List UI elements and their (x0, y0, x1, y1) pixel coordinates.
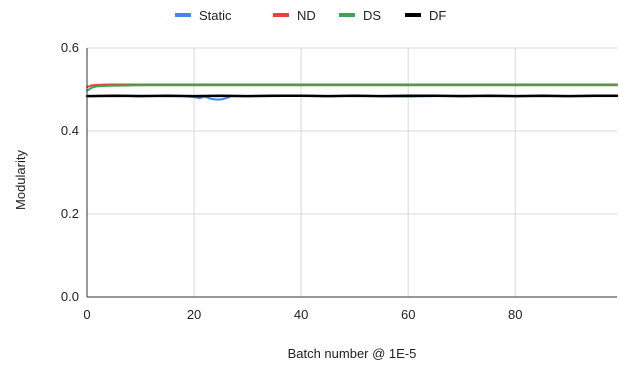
legend-swatch-static (175, 13, 191, 17)
y-tick-label: 0.6 (61, 40, 79, 55)
legend-swatch-df (405, 13, 421, 17)
chart-legend: Static ND DS DF (175, 8, 446, 23)
x-tick-label: 20 (187, 307, 201, 322)
x-axis-title: Batch number @ 1E-5 (288, 346, 417, 361)
legend-swatch-nd (273, 13, 289, 17)
legend-label-ds: DS (363, 8, 381, 23)
y-tick-label: 0.2 (61, 206, 79, 221)
x-tick-label: 60 (401, 307, 415, 322)
legend-swatch-ds (339, 13, 355, 17)
legend-label-nd: ND (297, 8, 316, 23)
x-tick-label: 0 (83, 307, 90, 322)
chart-series (85, 83, 619, 101)
chart-gridlines (87, 47, 617, 297)
chart-axes (86, 48, 617, 298)
y-tick-label: 0.4 (61, 123, 79, 138)
x-tick-label: 80 (508, 307, 522, 322)
x-tick-label: 40 (294, 307, 308, 322)
legend-label-static: Static (199, 8, 232, 23)
chart-tick-labels: 0.0 0.2 0.4 0.6 0 20 40 60 80 (61, 40, 523, 322)
y-axis-title: Modularity (13, 150, 28, 210)
series-line-ds (86, 84, 618, 92)
y-tick-label: 0.0 (61, 289, 79, 304)
legend-label-df: DF (429, 8, 446, 23)
